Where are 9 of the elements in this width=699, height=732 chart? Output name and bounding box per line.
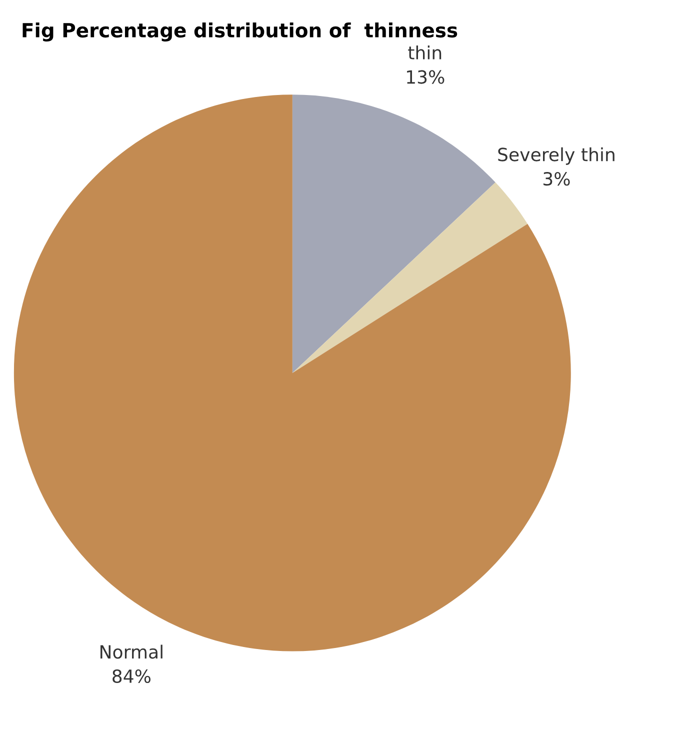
- slice-label: Severely thin: [498, 147, 614, 165]
- slice-label: Normal: [100, 644, 162, 659]
- chart-title: Fig Percentage distribution of thinness: [22, 22, 458, 42]
- data-label: 3%: [544, 172, 570, 186]
- pie-slice: [292, 182, 528, 373]
- pie-slice: [292, 94, 496, 373]
- slice-label: thin: [408, 46, 442, 60]
- data-label: 84%: [112, 669, 150, 684]
- data-label: 13%: [407, 70, 444, 84]
